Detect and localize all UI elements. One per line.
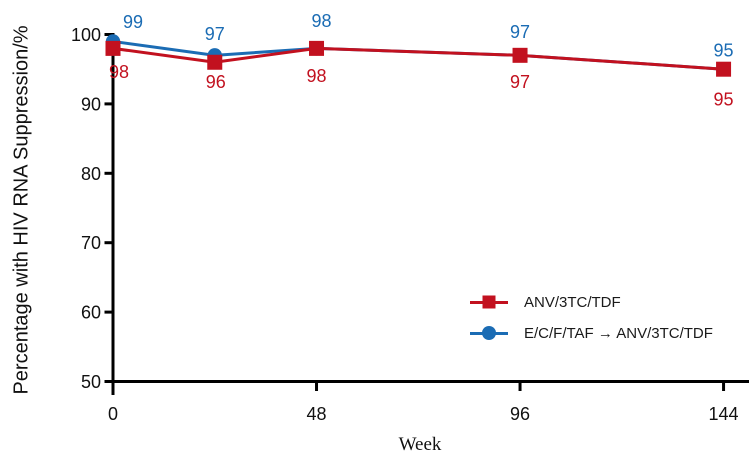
legend-circle-marker-icon	[470, 322, 508, 344]
legend-label: E/C/F/TAF → ANV/3TC/TDF	[524, 324, 713, 342]
series-line	[112, 39, 724, 71]
data-point-label: 97	[205, 24, 225, 44]
square-marker-icon	[482, 295, 496, 309]
legend-item-anv-3tc-tdf: ANV/3TC/TDF	[470, 291, 713, 313]
data-point-marker-square	[207, 54, 223, 70]
data-point-marker-square	[716, 61, 732, 77]
data-point-label: 96	[206, 72, 226, 92]
circle-marker-icon	[482, 326, 496, 340]
data-point-label: 99	[123, 12, 143, 32]
data-point-label: 97	[510, 72, 530, 92]
x-tick-label: 144	[709, 404, 739, 424]
series-line	[112, 46, 724, 71]
data-point-label: 95	[714, 90, 734, 110]
y-tick-label: 60	[81, 303, 101, 323]
y-tick-label: 80	[81, 164, 101, 184]
legend-item-ecftaf-to-anv: E/C/F/TAF → ANV/3TC/TDF	[470, 322, 713, 344]
y-tick-label: 100	[71, 25, 101, 45]
y-tick-label: 70	[81, 233, 101, 253]
data-point-label: 98	[109, 62, 129, 82]
x-tick-label: 48	[307, 404, 327, 424]
data-point-marker-square	[105, 40, 121, 56]
data-point-label: 98	[312, 11, 332, 31]
y-axis-title: Percentage with HIV RNA Suppression/%	[10, 25, 33, 395]
data-point-label: 97	[510, 22, 530, 42]
data-point-marker-square	[512, 47, 528, 63]
data-point-label: 98	[307, 66, 327, 86]
y-tick-label: 50	[81, 372, 101, 392]
x-tick-label: 96	[510, 404, 530, 424]
legend-label: ANV/3TC/TDF	[524, 293, 621, 311]
data-point-label: 95	[714, 41, 734, 61]
x-tick-label: 0	[108, 404, 118, 424]
y-tick-label: 90	[81, 94, 101, 114]
legend: ANV/3TC/TDF E/C/F/TAF → ANV/3TC/TDF	[470, 291, 713, 344]
x-axis-title: Week	[398, 434, 442, 455]
legend-square-marker-icon	[470, 291, 508, 313]
data-point-marker-square	[309, 40, 325, 56]
